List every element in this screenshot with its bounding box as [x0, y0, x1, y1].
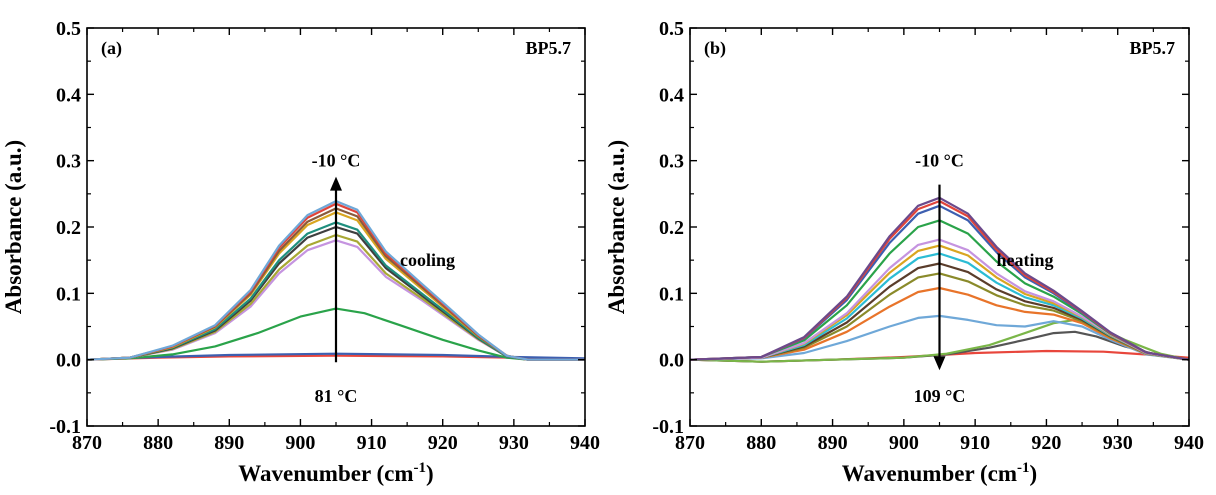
x-tick-label: 900 — [285, 432, 315, 454]
panel-label: (b) — [704, 38, 726, 59]
process-label: heating — [997, 250, 1054, 270]
process-label: cooling — [400, 250, 455, 270]
y-tick-label: -0.1 — [49, 416, 81, 438]
y-tick-label: 0.3 — [56, 151, 81, 173]
y-tick-label: 0.4 — [56, 84, 81, 106]
top-temperature-label: -10 °C — [312, 151, 361, 171]
x-tick-label: 890 — [818, 432, 848, 454]
sample-label: BP5.7 — [525, 38, 571, 58]
y-tick-label: 0.4 — [659, 84, 684, 106]
chart-panel-b: 870 880 890 900 910 920 930 940 -0.10.00.10.20.… — [604, 18, 1204, 486]
x-tick-label: 900 — [889, 432, 919, 454]
x-axis-label: Wavenumber (cm-1) — [238, 460, 433, 486]
temperature-arrow — [934, 185, 946, 371]
y-tick-label: 0.0 — [56, 350, 81, 372]
sample-label: BP5.7 — [1129, 38, 1175, 58]
y-tick-label: 0.3 — [659, 151, 684, 173]
y-axis-label: Absorbance (a.u.) — [1, 140, 26, 314]
x-tick-label: 940 — [1174, 432, 1204, 454]
bottom-temperature-label: 81 °C — [315, 386, 358, 406]
x-axis-label: Wavenumber (cm-1) — [842, 460, 1037, 486]
x-tick-label: 890 — [214, 432, 244, 454]
y-tick-label: 0.2 — [659, 217, 684, 239]
chart-panel-a: 870 880 890 900 910 920 930 940 -0.10.00.10.20.… — [1, 18, 600, 486]
y-tick-label: 0.1 — [56, 283, 81, 305]
bottom-temperature-label: 109 °C — [914, 386, 966, 406]
top-temperature-label: -10 °C — [915, 151, 964, 171]
x-tick-label: 880 — [746, 432, 776, 454]
x-tick-label: 880 — [143, 432, 173, 454]
x-tick-label: 920 — [1031, 432, 1061, 454]
y-tick-label: 0.5 — [56, 18, 81, 40]
arrow-head — [934, 356, 946, 370]
x-tick-labels: 870 880 890 900 910 920 930 940 — [72, 432, 600, 454]
y-tick-labels: -0.1 0.0 0.1 0.2 0.3 0.4 0.5 — [49, 18, 81, 438]
y-axis-label: Absorbance (a.u.) — [604, 140, 629, 314]
x-tick-label: 940 — [570, 432, 600, 454]
y-tick-label: 0.5 — [659, 18, 684, 40]
panel-label: (a) — [101, 38, 122, 59]
y-tick-label: 0.2 — [56, 217, 81, 239]
y-tick-label: -0.1 — [652, 416, 684, 438]
arrow-head — [330, 177, 342, 191]
y-tick-labels: -0.1 0.0 0.1 0.2 0.3 0.4 0.5 — [652, 18, 684, 438]
y-tick-label: 0.0 — [659, 350, 684, 372]
x-tick-label: 930 — [1103, 432, 1133, 454]
y-tick-label: 0.1 — [659, 283, 684, 305]
x-tick-labels: 870 880 890 900 910 920 930 940 — [675, 432, 1204, 454]
x-tick-label: 920 — [428, 432, 458, 454]
x-tick-label: 910 — [357, 432, 387, 454]
x-tick-label: 910 — [960, 432, 990, 454]
x-tick-label: 930 — [499, 432, 529, 454]
